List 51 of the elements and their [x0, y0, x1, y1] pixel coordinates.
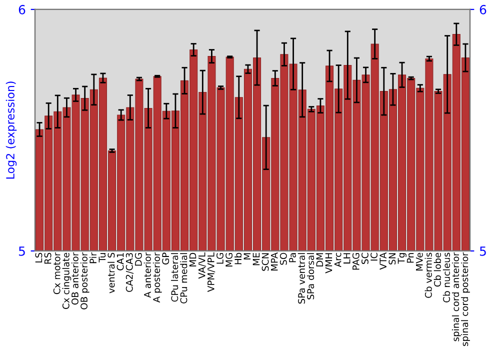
x-tick-label: MPA [271, 252, 278, 271]
x-tick-label: SPa dorsal [306, 253, 314, 300]
x-tick-label: DG [134, 253, 142, 266]
x-tick-label: Pir [89, 252, 96, 264]
x-tick-label: Pa [289, 253, 296, 262]
x-tick-label: MG [226, 253, 233, 266]
y2-tick-label: 5 [480, 246, 486, 256]
x-tick-label: CPu lateral [171, 253, 178, 302]
x-tick-label: VPM/VPL [208, 252, 216, 292]
y2-tick-label: 6 [480, 4, 486, 14]
x-tick-label: Cx motor [53, 252, 60, 294]
x-tick-label: LG [216, 253, 224, 264]
x-tick-label: SPa ventral [298, 253, 306, 304]
x-tick-label: M [244, 253, 250, 260]
x-tick-label: ventral S [108, 252, 115, 294]
x-tick-label: Pn [406, 253, 414, 263]
x-tick-label: ME [252, 252, 260, 266]
x-tick-label: MVe [416, 252, 423, 271]
x-tick-label: SCN [262, 253, 269, 271]
x-tick-label: DM [316, 253, 323, 266]
x-tick-label: RS [44, 252, 52, 264]
x-tick-label: VTA [380, 252, 386, 270]
x-tick-label: spinal cord anterior [452, 252, 461, 342]
x-tick-label: Cb lobe [434, 252, 441, 287]
x-tick-label: spinal cord posterior [461, 252, 470, 346]
x-tick-label: SN [388, 253, 396, 264]
x-tick-label: LS [35, 252, 42, 262]
x-tick-label: CA1 [116, 253, 124, 270]
x-tick-label: VMH [325, 253, 332, 274]
x-tick-label: Tg [398, 253, 406, 264]
x-tick-label: Cx cingulate [62, 252, 72, 309]
x-tick-label: Cb nucleus [442, 252, 450, 302]
x-tick-label: CPu medial [180, 253, 188, 304]
x-tick-label: PAG [352, 253, 360, 270]
x-tick-label: Arc [334, 252, 342, 268]
x-tick-label: CA2/CA3 [126, 253, 134, 292]
x-tick-label: SO [280, 252, 287, 265]
x-tick-label: Tu [98, 253, 106, 262]
x-tick-label: LH [344, 253, 350, 264]
x-tick-label: GP [162, 252, 170, 264]
x-tick-label: Cb vermis [424, 252, 432, 298]
x-tick-label: MD [189, 252, 196, 266]
y-axis-title: Log2 (expression) [6, 82, 17, 179]
x-tick-label: Hb [234, 252, 242, 264]
x-tick-label: OB anterior [71, 252, 78, 305]
x-tick-label: IC [370, 252, 378, 261]
x-tick-label: OB posterior [80, 252, 90, 310]
x-tick-label: A anterior [144, 252, 151, 298]
x-tick-label: A posterior [152, 252, 162, 303]
x-tick-label: VA/VL [198, 252, 206, 279]
x-tick-label: SC [362, 252, 368, 264]
